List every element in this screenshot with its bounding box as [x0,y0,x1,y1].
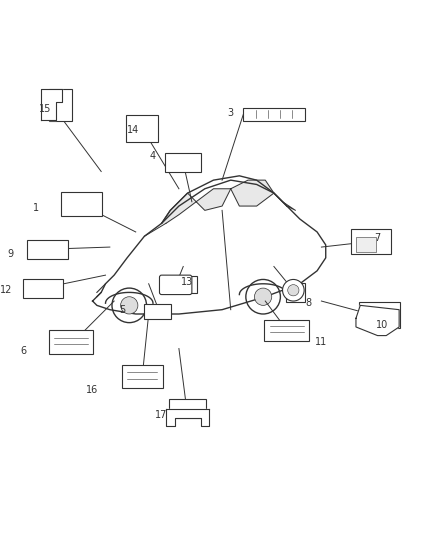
Polygon shape [356,305,399,336]
FancyBboxPatch shape [265,320,309,341]
Text: 17: 17 [155,410,168,421]
Polygon shape [196,189,231,211]
Circle shape [120,297,138,314]
FancyBboxPatch shape [23,279,63,297]
Text: 1: 1 [33,203,39,213]
Polygon shape [231,180,274,206]
Text: 14: 14 [127,125,140,135]
Text: 13: 13 [181,277,194,287]
Circle shape [112,288,147,322]
FancyBboxPatch shape [286,283,305,302]
Text: 8: 8 [305,298,311,308]
Polygon shape [162,193,196,223]
Text: 4: 4 [150,151,156,161]
FancyBboxPatch shape [243,108,305,120]
FancyBboxPatch shape [144,304,171,319]
Circle shape [246,279,280,314]
Text: 15: 15 [39,104,51,114]
FancyBboxPatch shape [27,240,67,259]
FancyBboxPatch shape [351,229,392,254]
Text: 6: 6 [21,346,27,356]
Text: 12: 12 [0,285,12,295]
FancyBboxPatch shape [122,365,162,388]
FancyBboxPatch shape [61,192,102,215]
FancyBboxPatch shape [356,237,376,252]
Circle shape [254,288,272,305]
FancyBboxPatch shape [360,302,400,328]
FancyBboxPatch shape [165,154,201,172]
Circle shape [288,285,299,296]
FancyBboxPatch shape [126,115,158,142]
FancyBboxPatch shape [170,277,197,293]
FancyBboxPatch shape [159,275,192,295]
Text: 10: 10 [376,320,388,330]
Circle shape [283,279,304,301]
Polygon shape [41,90,62,120]
FancyBboxPatch shape [49,330,93,354]
Text: 11: 11 [315,337,328,347]
Polygon shape [166,409,209,426]
Text: 7: 7 [374,233,381,244]
FancyBboxPatch shape [170,400,206,418]
Text: 9: 9 [7,248,14,259]
Text: 16: 16 [86,385,99,394]
Text: 5: 5 [120,305,126,314]
FancyBboxPatch shape [49,88,72,120]
Text: 3: 3 [228,108,234,118]
